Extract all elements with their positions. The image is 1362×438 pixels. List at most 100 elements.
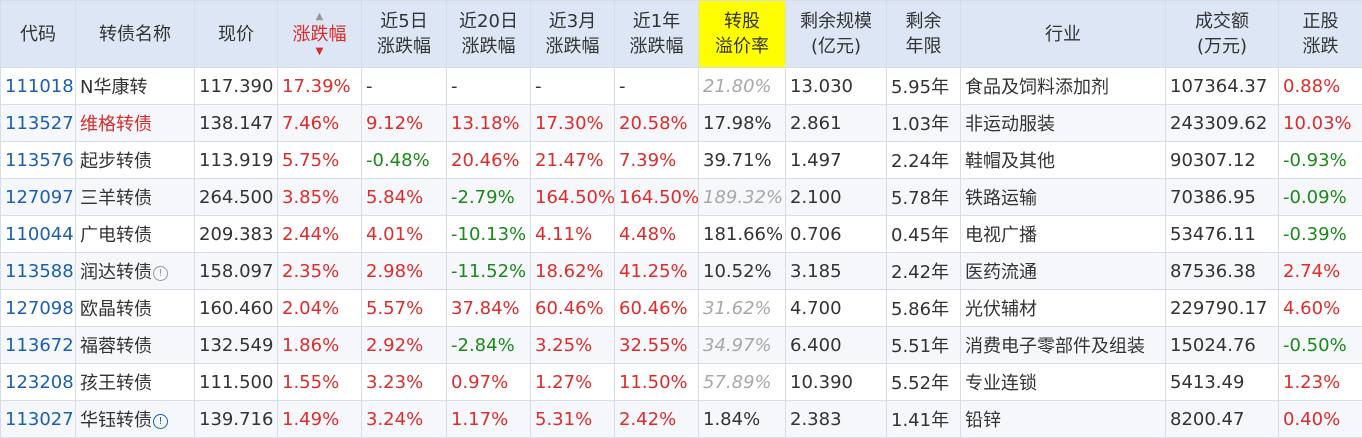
header-col-stock-change[interactable]: 正股 涨跌 — [1278, 0, 1362, 68]
cell-code[interactable]: 111018 — [0, 67, 76, 105]
cell-3m: 18.62% — [530, 252, 615, 290]
info-icon[interactable]: ! — [153, 414, 168, 429]
cell-price: 138.147 — [194, 104, 278, 142]
cell-3m-text: 18.62% — [535, 260, 604, 282]
cell-scale: 10.390 — [785, 363, 887, 401]
cell-1y-text: 11.50% — [619, 371, 688, 393]
header-label-line2: 涨跌幅 — [629, 36, 684, 57]
cell-code[interactable]: 113527 — [0, 104, 76, 142]
cell-stock-change-text: -0.09% — [1283, 186, 1347, 208]
header-col-name[interactable]: 转债名称 — [75, 0, 195, 68]
cell-change-text: 1.49% — [282, 408, 340, 430]
cell-5d-text: 9.12% — [366, 112, 424, 134]
cell-volume-text: 107364.37 — [1170, 75, 1268, 97]
header-label: 代码 — [20, 23, 56, 45]
header-col-change[interactable]: ▲ 涨跌幅 ▼ — [277, 0, 362, 68]
header-col-industry[interactable]: 行业 — [960, 0, 1166, 68]
info-icon[interactable]: ! — [153, 266, 168, 281]
cell-3m: 1.27% — [530, 363, 615, 401]
cell-stock-change-text: 4.60% — [1283, 297, 1341, 319]
table-row[interactable]: 113576 起步转债 113.919 5.75% -0.48% 20.46% 21.47%… — [0, 141, 1362, 179]
cell-name[interactable]: 维格转债 — [75, 104, 195, 142]
cell-volume: 87536.38 — [1165, 252, 1279, 290]
cell-code[interactable]: 113027 — [0, 400, 76, 438]
cell-volume-text: 243309.62 — [1170, 112, 1268, 134]
cell-1y-text: - — [619, 75, 626, 97]
header-label-line2: 年限 — [905, 36, 942, 57]
cell-price: 111.500 — [194, 363, 278, 401]
cell-years: 5.51年 — [886, 326, 961, 364]
cell-years-text: 5.51年 — [891, 336, 950, 357]
cell-change-text: 2.04% — [282, 297, 340, 319]
sort-asc-icon: ▲ — [315, 10, 324, 22]
header-col-code[interactable]: 代码 — [0, 0, 76, 68]
cell-name[interactable]: 起步转债 — [75, 141, 195, 179]
cell-code-text: 113027 — [5, 408, 74, 430]
cell-industry: 铅锌 — [960, 400, 1166, 438]
cell-name[interactable]: 广电转债 — [75, 215, 195, 253]
table-row[interactable]: 113027 华钰转债! 139.716 1.49% 3.24% 1.17% 5.31% 2.… — [0, 400, 1362, 438]
cell-volume-text: 90307.12 — [1170, 149, 1256, 171]
table-row[interactable]: 113527 维格转债 138.147 7.46% 9.12% 13.18% 17.30% 2… — [0, 104, 1362, 142]
cell-scale: 3.185 — [785, 252, 887, 290]
cell-industry: 专业连锁 — [960, 363, 1166, 401]
header-label-line1: 近5日 — [380, 11, 428, 32]
cell-change: 2.35% — [277, 252, 362, 290]
cell-code[interactable]: 123208 — [0, 363, 76, 401]
cell-stock-change-text: 0.40% — [1283, 408, 1341, 430]
cell-20d-text: -11.52% — [451, 260, 527, 282]
cell-1y-text: 2.42% — [619, 408, 677, 430]
cell-code[interactable]: 127097 — [0, 178, 76, 216]
cell-1y: 32.55% — [614, 326, 699, 364]
cell-scale-text: 3.185 — [790, 260, 842, 282]
header-col-20d[interactable]: 近20日 涨跌幅 — [446, 0, 531, 68]
table-row[interactable]: 113588 润达转债! 158.097 2.35% 2.98% -11.52% 18.62… — [0, 252, 1362, 290]
cell-code[interactable]: 113576 — [0, 141, 76, 179]
cell-5d-text: -0.48% — [366, 149, 430, 171]
cell-20d: 13.18% — [446, 104, 531, 142]
cell-code[interactable]: 113672 — [0, 326, 76, 364]
cell-code[interactable]: 110044 — [0, 215, 76, 253]
table-row[interactable]: 127097 三羊转债 264.500 3.85% 5.84% -2.79% 164.50%… — [0, 178, 1362, 216]
cell-20d-text: 1.17% — [451, 408, 509, 430]
cell-code[interactable]: 127098 — [0, 289, 76, 327]
cell-years: 5.78年 — [886, 178, 961, 216]
cell-name[interactable]: N华康转 — [75, 67, 195, 105]
header-col-years[interactable]: 剩余 年限 — [886, 0, 961, 68]
cell-20d: - — [446, 67, 531, 105]
cell-3m-text: 5.31% — [535, 408, 593, 430]
table-row[interactable]: 111018 N华康转 117.390 17.39% - - - -21.80% 13.030 5… — [0, 67, 1362, 105]
header-col-1y[interactable]: 近1年 涨跌幅 — [614, 0, 699, 68]
header-col-premium[interactable]: 转股 溢价率 — [698, 0, 786, 68]
cell-years-text: 2.24年 — [891, 151, 950, 172]
header-col-price[interactable]: 现价 — [194, 0, 278, 68]
cell-scale-text: 1.497 — [790, 149, 842, 171]
header-col-3m[interactable]: 近3月 涨跌幅 — [530, 0, 615, 68]
header-col-volume[interactable]: 成交额 (万元) — [1165, 0, 1279, 68]
table-row[interactable]: 110044 广电转债 209.383 2.44% 4.01% -10.13% 4.11% 4… — [0, 215, 1362, 253]
cell-name[interactable]: 华钰转债! — [75, 400, 195, 438]
table-row[interactable]: 127098 欧晶转债 160.460 2.04% 5.57% 37.84% 60.46% 6… — [0, 289, 1362, 327]
sort-desc-icon: ▼ — [315, 45, 324, 57]
table-row[interactable]: 113672 福蓉转债 132.549 1.86% 2.92% -2.84% 3.25% 32… — [0, 326, 1362, 364]
cell-code[interactable]: 113588 — [0, 252, 76, 290]
cell-price: 132.549 — [194, 326, 278, 364]
cell-1y-text: 4.48% — [619, 223, 677, 245]
cell-name[interactable]: 润达转债! — [75, 252, 195, 290]
cell-name[interactable]: 欧晶转债 — [75, 289, 195, 327]
cell-3m: 5.31% — [530, 400, 615, 438]
header-label-line2: (亿元) — [810, 36, 862, 57]
header-col-scale[interactable]: 剩余规模 (亿元) — [785, 0, 887, 68]
cell-name[interactable]: 福蓉转债 — [75, 326, 195, 364]
table-row[interactable]: 123208 孩王转债 111.500 1.55% 3.23% 0.97% 1.27% 11.… — [0, 363, 1362, 401]
cell-name[interactable]: 孩王转债 — [75, 363, 195, 401]
header-col-5d[interactable]: 近5日 涨跌幅 — [361, 0, 447, 68]
cell-price: 209.383 — [194, 215, 278, 253]
header-label-line1: 剩余 — [905, 11, 942, 32]
cell-name[interactable]: 三羊转债 — [75, 178, 195, 216]
cell-years: 1.03年 — [886, 104, 961, 142]
cell-5d-text: - — [366, 75, 373, 97]
cell-volume-text: 229790.17 — [1170, 297, 1268, 319]
cell-5d: 2.92% — [361, 326, 447, 364]
cell-volume-text: 87536.38 — [1170, 260, 1256, 282]
